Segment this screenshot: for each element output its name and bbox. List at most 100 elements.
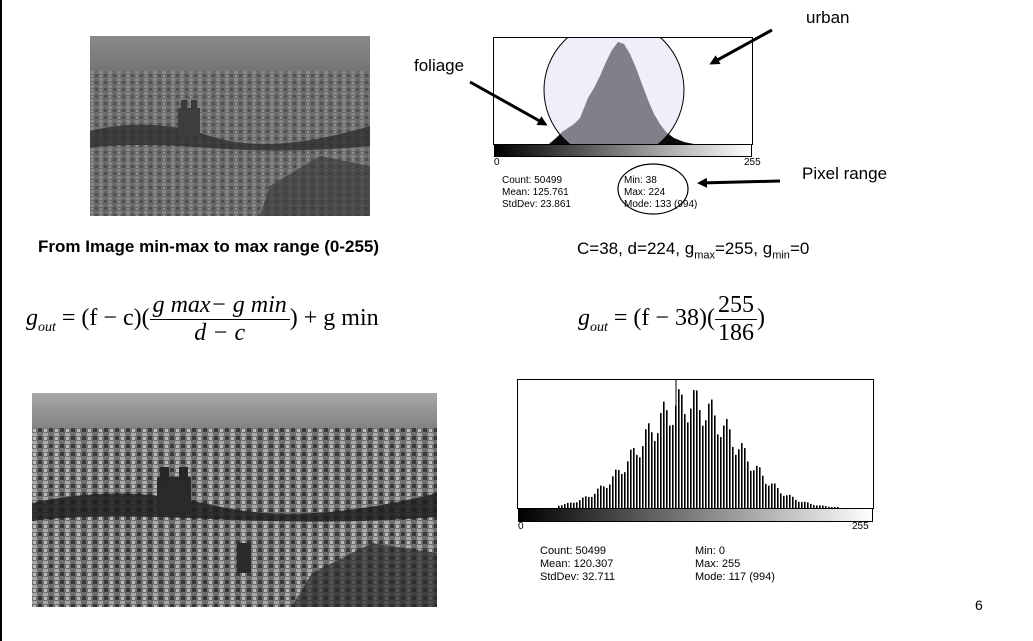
top-stat-min: Min: 38 [624,175,657,186]
formula-general-lhs-sub: out [38,319,56,335]
histogram-bar [729,429,731,508]
top-tick-max: 255 [744,157,761,168]
histogram-bar [699,410,701,508]
histogram-bar [669,425,671,508]
formula-specific-numerator: 255 [714,292,757,320]
histogram-bar [624,472,626,508]
top-stat-mode: Mode: 133 (994) [624,199,698,210]
histogram-bar [765,483,767,508]
bottom-tick-max: 255 [852,521,869,532]
histogram-bar [744,448,746,508]
top-gradient-bar [494,144,752,157]
top-stat-max: Max: 224 [624,187,666,198]
section-heading: From Image min-max to max range (0-255) [38,237,380,256]
histogram-bar [783,495,785,508]
histogram-bar [711,399,713,508]
parameter-line: C=38, d=224, gmax=255, gmin=0 [577,239,809,261]
top-stat-mean: Mean: 125.761 [502,187,569,198]
formula-specific-lhs-sub: out [590,319,608,335]
formula-specific-tail: ) [756,305,765,332]
pixel-range-arrow [697,177,781,188]
histogram-bar [723,425,725,508]
histogram-bar [609,484,611,508]
histogram-bar [567,502,569,508]
param-gmin-val: =0 [789,239,810,258]
histogram-bar [741,443,743,508]
page-number: 6 [975,597,983,613]
histogram-bar [660,413,662,508]
histogram-bar [642,446,644,508]
formula-general-tail: ) + g min [289,305,379,332]
top-tick-min: 0 [494,157,500,168]
histogram-bar [621,473,623,508]
urban-arrow [709,28,773,65]
histogram-bar [831,506,833,508]
formula-general-denominator: d − c [194,320,246,346]
histogram-bar [615,469,617,508]
histogram-bar [564,504,566,508]
histogram-bar [687,422,689,508]
param-c-d: C=38, d=224, g [577,239,695,258]
histogram-bar [792,496,794,508]
histogram-bar [816,505,818,508]
histogram-bar [756,465,758,508]
bottom-gradient-bar [518,508,873,522]
histogram-bar [810,503,812,508]
histogram-bar [672,424,674,508]
histogram-bar [771,483,773,508]
param-gmax-val: =255, g [715,239,773,258]
histogram-bar [696,390,698,508]
formula-specific-lhs: g [578,305,590,332]
histogram-bar [666,410,668,508]
pixel-range-ellipse [617,163,689,215]
histogram-bar [573,502,575,508]
histogram-bar [825,506,827,508]
histogram-bar [753,470,755,508]
formula-general-numerator: g max− g min [149,292,290,320]
bottom-stats-left: Count: 50499 Mean: 120.307 StdDev: 32.71… [540,545,615,584]
pixel-range-label: Pixel range [802,164,888,183]
histogram-bar [594,493,596,508]
top-histogram [493,19,753,161]
bottom-stat-max: Max: 255 [695,558,741,570]
histogram-bar [798,501,800,508]
histogram-bar [636,454,638,508]
bottom-histogram [517,379,874,509]
histogram-bar [807,502,809,508]
histogram-bar [612,476,614,508]
histogram-bar [681,394,683,508]
histogram-bar [738,449,740,508]
histogram-bar [801,501,803,508]
bottom-stats-right: Min: 0 Max: 255 Mode: 117 (994) [695,545,775,584]
histogram-bar [804,501,806,508]
histogram-bar [639,457,641,508]
histogram-bar [780,493,782,508]
paris-photo-original [90,36,370,216]
histogram-bar [768,485,770,508]
histogram-bar [579,500,581,508]
bottom-histogram-plot [558,380,839,508]
bottom-stat-count: Count: 50499 [540,545,607,557]
histogram-bar [606,487,608,508]
bottom-stat-mode: Mode: 117 (994) [695,571,775,583]
histogram-bar [561,505,563,508]
top-stats-left: Count: 50499 Mean: 125.761 StdDev: 23.86… [502,175,571,211]
formula-general-lhs: g [26,305,38,332]
paris-photo-stretched [32,393,437,607]
histogram-bar [648,423,650,508]
histogram-bar [786,495,788,508]
bottom-stat-mean: Mean: 120.307 [540,558,614,570]
formula-general-eq: = (f − c)( [55,305,150,332]
bottom-stat-min: Min: 0 [695,545,725,557]
histogram-bar [720,437,722,508]
histogram-bar [819,505,821,508]
histogram-bar [627,461,629,508]
histogram-bar [618,470,620,508]
histogram-bar [654,440,656,508]
top-stats-right: Min: 38 Max: 224 Mode: 133 (994) [624,175,697,211]
histogram-bar [762,475,764,508]
histogram-bar [774,483,776,508]
histogram-bar [828,506,830,508]
histogram-bar [795,499,797,508]
histogram-bar [603,486,605,508]
